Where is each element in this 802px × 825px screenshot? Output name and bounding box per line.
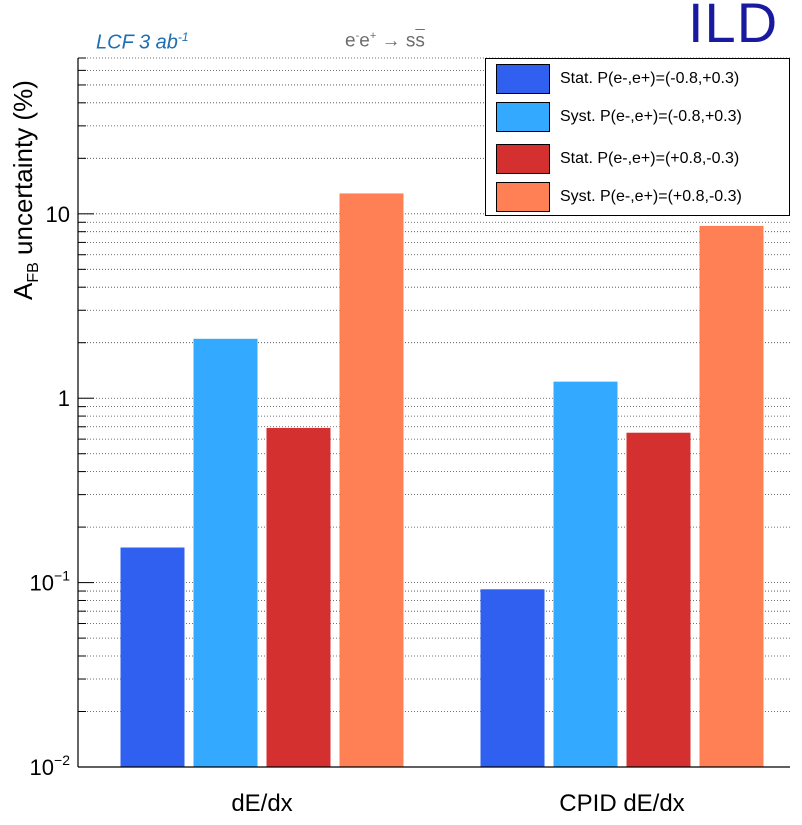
x-category-label-0: dE/dx [231,790,293,817]
bar-2-0 [266,427,331,767]
legend-item-2: Stat. P(e-,e+)=(+0.8,-0.3) [496,143,739,175]
bar-3-1 [699,225,764,768]
legend-swatch-0 [496,64,550,94]
luminosity-label-sup: -1 [177,30,189,44]
y-tick-base-1: 10 [30,571,54,596]
legend-swatch-3 [496,182,550,212]
process-e2: e [359,30,370,52]
y-tick-label-2: 1 [58,386,70,411]
luminosity-label-text: LCF 3 ab [96,31,178,54]
ild-logo: ILD [688,0,779,54]
legend-text-0: Stat. P(e-,e+)=(-0.8,+0.3) [560,70,740,87]
process-sbar: s [415,30,425,52]
y-tick-exp-0: −2 [54,752,70,768]
bar-0-0 [120,547,185,767]
bar-3-0 [339,193,404,767]
y-axis-label: AFB uncertainty (%) [8,80,43,300]
legend-swatch-2 [496,144,550,174]
y-tick-exp-1: −1 [54,568,70,584]
process-e1: e [345,30,356,52]
process-sup2: + [369,30,377,42]
legend-item-0: Stat. P(e-,e+)=(-0.8,+0.3) [496,63,739,95]
luminosity-label: LCF 3 ab-1 [96,30,189,55]
bar-0-1 [480,589,545,767]
bar-1-0 [193,338,258,767]
y-tick-label-1: 10−1 [30,568,71,596]
legend-text-1: Syst. P(e-,e+)=(-0.8,+0.3) [560,108,742,125]
y-axis-label-rest: uncertainty (%) [8,80,38,263]
legend: Stat. P(e-,e+)=(-0.8,+0.3) Syst. P(e-,e+… [485,58,790,216]
y-tick-label-3: 10 [46,202,70,227]
y-axis-label-main: A [8,282,38,300]
legend-item-3: Syst. P(e-,e+)=(+0.8,-0.3) [496,181,742,213]
y-axis-label-sub: FB [25,262,43,283]
process-sup1: - [355,30,360,42]
legend-text-2: Stat. P(e-,e+)=(+0.8,-0.3) [560,150,740,167]
legend-text-3: Syst. P(e-,e+)=(+0.8,-0.3) [560,188,742,205]
axes [77,57,790,768]
y-tick-label-0: 10−2 [30,752,71,780]
bar-2-1 [626,432,691,767]
x-category-label-1: CPID dE/dx [559,790,685,817]
bar-1-1 [553,381,618,767]
process-arrow: → s [376,30,416,52]
y-tick-base-3: 10 [46,202,70,227]
y-tick-base-2: 1 [58,386,70,411]
y-tick-base-0: 10 [30,755,54,780]
process-label: e-e+ → ss [345,30,425,52]
legend-item-1: Syst. P(e-,e+)=(-0.8,+0.3) [496,101,742,133]
bars [120,193,764,768]
legend-swatch-1 [496,102,550,132]
